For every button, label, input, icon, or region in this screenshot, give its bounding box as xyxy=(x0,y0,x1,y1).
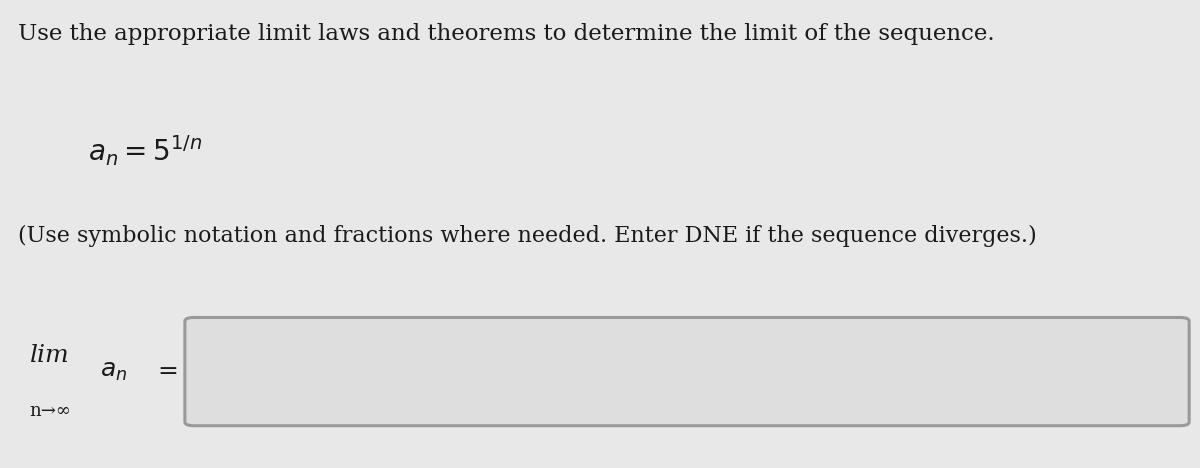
Text: Use the appropriate limit laws and theorems to determine the limit of the sequen: Use the appropriate limit laws and theor… xyxy=(18,23,995,45)
Text: $a_n$: $a_n$ xyxy=(101,360,127,383)
Text: $a_n = 5^{1/n}$: $a_n = 5^{1/n}$ xyxy=(89,133,203,168)
Text: lim: lim xyxy=(30,344,70,367)
Text: (Use symbolic notation and fractions where needed. Enter DNE if the sequence div: (Use symbolic notation and fractions whe… xyxy=(18,225,1037,247)
Text: n→∞: n→∞ xyxy=(30,402,72,420)
Text: =: = xyxy=(150,360,179,383)
FancyBboxPatch shape xyxy=(185,317,1189,426)
